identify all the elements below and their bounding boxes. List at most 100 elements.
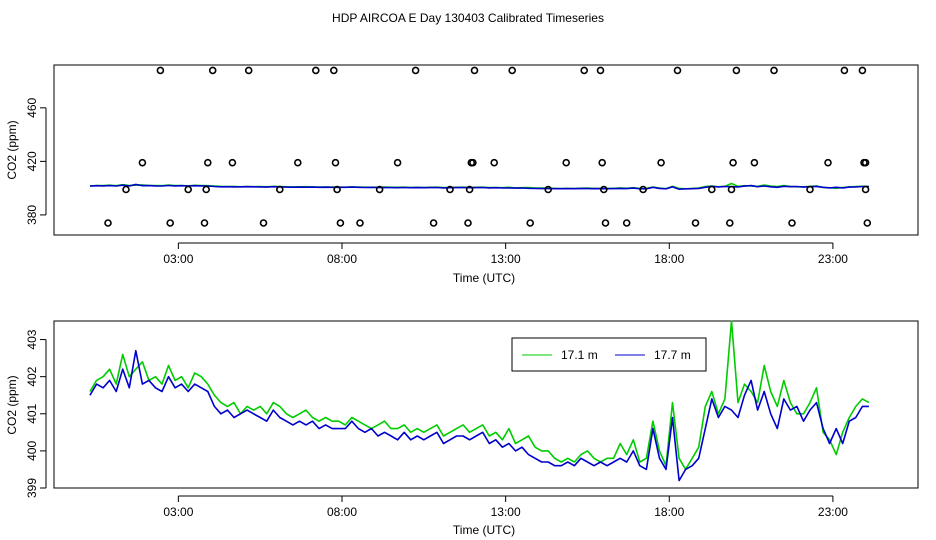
bottom-x-tick-label: 23:00	[818, 505, 848, 519]
legend: 17.1 m 17.7 m	[511, 337, 707, 372]
bottom-x-tick-label: 03:00	[163, 505, 193, 519]
top-data-point	[464, 219, 472, 227]
top-panel: 03:00 08:00 13:00 18:00 23:00 380 420 460 Time…	[5, 64, 919, 285]
top-data-point	[824, 158, 832, 167]
top-y-tick-label: 420	[25, 151, 39, 171]
top-point-series	[104, 66, 872, 227]
bottom-y-axis-label: CO2 (ppm)	[5, 375, 19, 434]
bottom-y-tick-label: 402	[25, 366, 39, 386]
top-data-point	[465, 185, 474, 194]
top-x-axis: 03:00 08:00 13:00 18:00 23:00	[163, 242, 848, 266]
top-data-point	[375, 185, 384, 194]
top-line-series	[89, 182, 869, 191]
top-data-point	[750, 158, 759, 167]
top-data-point	[544, 185, 553, 194]
figure-title: HDP AIRCOA E Day 130403 Calibrated Times…	[332, 11, 604, 25]
top-data-point	[104, 219, 112, 227]
top-y-tick-label: 460	[25, 98, 39, 118]
top-data-point	[770, 66, 778, 75]
top-data-point	[727, 185, 736, 194]
bottom-x-axis: 03:00 08:00 13:00 18:00 23:00	[163, 495, 848, 519]
top-data-point	[691, 219, 700, 227]
top-data-point	[202, 185, 210, 194]
top-data-point	[336, 219, 345, 227]
top-data-point	[446, 185, 454, 194]
top-x-tick-label: 13:00	[491, 252, 521, 266]
top-data-point	[673, 66, 682, 75]
top-data-point	[596, 66, 605, 75]
top-data-point	[244, 66, 253, 75]
top-data-point	[331, 158, 340, 167]
top-data-point	[429, 219, 438, 227]
bottom-line-series	[89, 320, 870, 482]
bottom-x-tick-label: 08:00	[327, 505, 357, 519]
bottom-y-tick-label: 401	[25, 403, 39, 423]
top-data-point	[707, 185, 716, 194]
top-x-tick-label: 03:00	[163, 252, 193, 266]
top-data-point	[311, 66, 320, 75]
top-data-point	[639, 185, 647, 194]
bottom-plot-frame	[53, 320, 919, 489]
top-x-axis-label: Time (UTC)	[453, 271, 515, 285]
bottom-x-tick-label: 13:00	[491, 505, 521, 519]
series-line-17-7-m	[89, 349, 869, 482]
top-data-point	[622, 219, 631, 227]
top-data-point	[204, 158, 212, 167]
top-data-point	[490, 158, 499, 167]
top-x-tick-label: 18:00	[654, 252, 684, 266]
top-data-point	[725, 219, 734, 227]
top-data-point	[275, 185, 284, 194]
top-data-point	[599, 185, 608, 194]
top-data-point	[598, 158, 607, 167]
top-data-point	[657, 158, 665, 167]
top-data-point	[259, 219, 268, 227]
top-data-point	[562, 158, 571, 167]
top-data-point	[601, 219, 610, 227]
top-data-point	[806, 185, 814, 194]
top-y-axis-label: CO2 (ppm)	[5, 120, 19, 179]
top-data-point	[508, 66, 517, 75]
top-data-point	[329, 66, 338, 75]
top-data-point	[861, 185, 870, 194]
bottom-x-axis-label: Time (UTC)	[453, 523, 515, 537]
top-data-point	[840, 66, 849, 75]
legend-label-17-1m: 17.1 m	[561, 348, 598, 362]
top-data-point	[858, 66, 867, 75]
top-data-point	[526, 219, 535, 227]
top-data-point	[156, 66, 165, 75]
top-y-tick-label: 380	[25, 205, 39, 225]
top-x-tick-label: 08:00	[327, 252, 357, 266]
series-line-17-1-m	[89, 320, 870, 471]
top-data-point	[393, 158, 402, 167]
top-data-point	[356, 219, 364, 227]
bottom-y-tick-label: 403	[25, 329, 39, 349]
top-data-point	[200, 219, 209, 227]
top-data-point	[863, 219, 872, 227]
bottom-y-axis: 399 400 401 402 403	[25, 329, 47, 498]
top-series-line-17-7-m	[89, 183, 869, 191]
top-data-point	[228, 158, 237, 167]
legend-label-17-7m: 17.7 m	[654, 348, 691, 362]
bottom-panel: 03:00 08:00 13:00 18:00 23:00 399 400 401 402 40…	[5, 320, 919, 537]
top-data-point	[333, 185, 341, 194]
bottom-y-tick-label: 400	[25, 441, 39, 461]
top-data-point	[411, 66, 420, 75]
top-data-point	[470, 66, 479, 75]
top-plot-frame	[53, 64, 919, 236]
top-data-point	[122, 185, 130, 194]
top-data-point	[293, 158, 302, 167]
top-data-point	[138, 158, 147, 167]
bottom-x-tick-label: 18:00	[654, 505, 684, 519]
top-data-point	[729, 158, 737, 167]
top-y-axis: 380 420 460	[25, 98, 47, 225]
top-data-point	[184, 185, 192, 194]
top-data-point	[788, 219, 796, 227]
top-data-point	[580, 66, 589, 75]
bottom-y-tick-label: 399	[25, 478, 39, 498]
top-data-point	[469, 158, 477, 167]
top-data-point	[166, 219, 174, 227]
top-data-point	[732, 66, 741, 75]
top-x-tick-label: 23:00	[818, 252, 848, 266]
